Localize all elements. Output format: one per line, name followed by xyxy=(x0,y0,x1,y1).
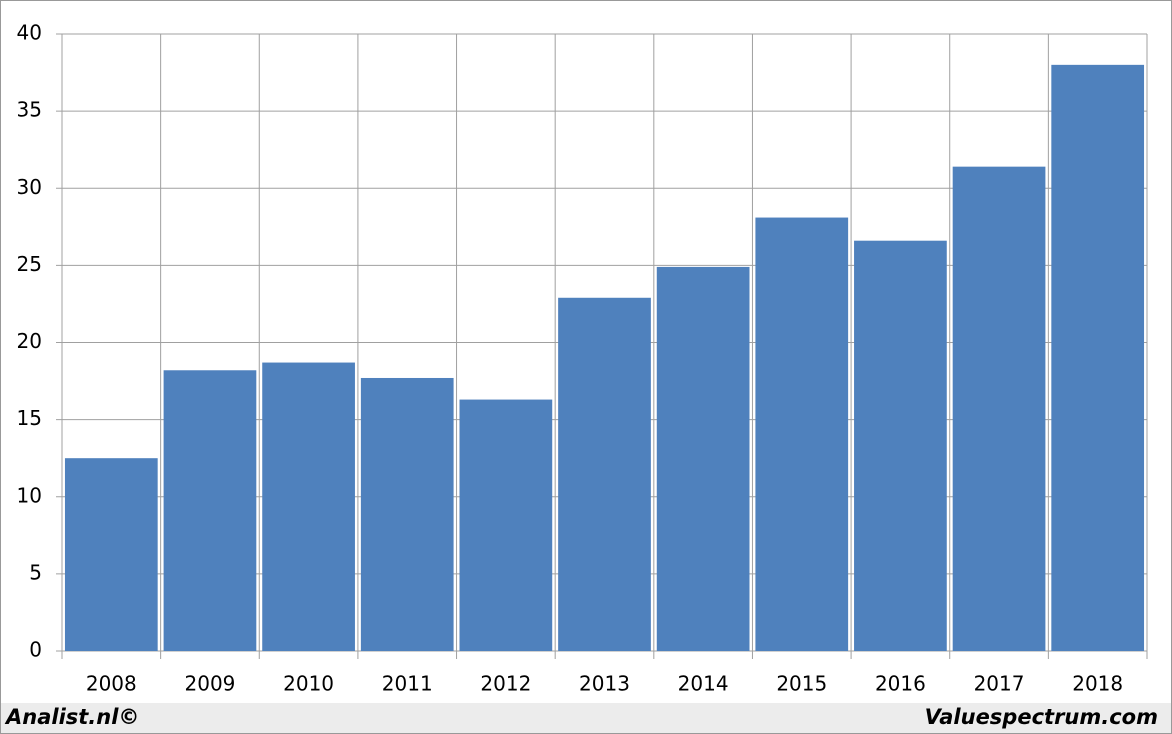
y-tick-label: 10 xyxy=(17,483,42,507)
bar xyxy=(360,377,454,651)
bar xyxy=(558,297,651,651)
footer-left: Analist.nl© xyxy=(4,705,139,729)
bar xyxy=(755,217,849,651)
y-tick-label: 20 xyxy=(17,329,42,353)
x-tick-label: 2009 xyxy=(185,672,236,696)
bar xyxy=(854,240,947,651)
x-tick-label: 2015 xyxy=(776,672,827,696)
y-tick-label: 30 xyxy=(17,175,42,199)
x-tick-label: 2012 xyxy=(480,672,531,696)
x-tick-label: 2008 xyxy=(86,672,137,696)
bar xyxy=(64,458,158,651)
bar xyxy=(1051,64,1145,652)
x-tick-label: 2010 xyxy=(283,672,334,696)
bar xyxy=(952,166,1046,651)
x-tick-label: 2016 xyxy=(875,672,926,696)
y-tick-label: 15 xyxy=(17,406,42,430)
y-tick-label: 25 xyxy=(17,252,42,276)
x-tick-label: 2018 xyxy=(1072,672,1123,696)
y-tick-label: 40 xyxy=(17,21,42,45)
y-tick-label: 0 xyxy=(29,638,42,662)
footer-band xyxy=(1,703,1171,733)
bar xyxy=(459,399,553,651)
x-tick-label: 2017 xyxy=(974,672,1025,696)
bar xyxy=(262,362,355,651)
x-tick-label: 2014 xyxy=(678,672,729,696)
footer-right: Valuespectrum.com xyxy=(925,705,1158,729)
bar xyxy=(163,370,257,651)
x-tick-label: 2013 xyxy=(579,672,630,696)
y-tick-label: 35 xyxy=(17,98,42,122)
bar xyxy=(656,266,750,651)
x-tick-label: 2011 xyxy=(382,672,433,696)
y-tick-label: 5 xyxy=(29,560,42,584)
